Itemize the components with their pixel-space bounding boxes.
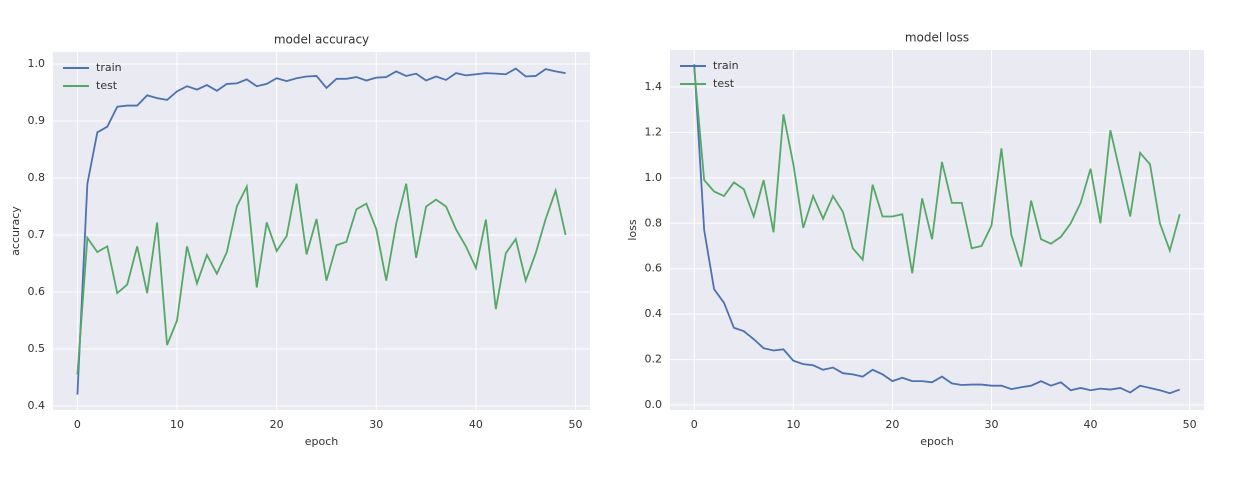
- line: [76, 183, 567, 375]
- x-tick-label: 20: [885, 418, 899, 431]
- x-tick-label: 0: [74, 418, 81, 431]
- y-tick-label: 1.0: [645, 171, 663, 184]
- line: [76, 67, 566, 395]
- plot-area: [53, 52, 590, 410]
- legend-label: train: [713, 59, 739, 72]
- x-axis-label: epoch: [305, 435, 339, 448]
- x-tick-label: 50: [569, 418, 583, 431]
- legend-label: test: [713, 77, 735, 90]
- x-tick-label: 50: [1183, 418, 1197, 431]
- y-axis-label: accuracy: [9, 206, 22, 256]
- legend-label: test: [96, 79, 118, 92]
- x-tick-label: 10: [170, 418, 184, 431]
- y-tick-label: 0.6: [28, 285, 46, 298]
- y-tick-label: 1.2: [645, 125, 663, 138]
- x-tick-label: 10: [786, 418, 800, 431]
- legend-label: train: [96, 61, 122, 74]
- line: [693, 68, 1181, 274]
- chart-title: model loss: [905, 31, 969, 45]
- line: [693, 64, 1181, 395]
- plot-area: [670, 50, 1204, 410]
- y-tick-label: 0.5: [28, 342, 46, 355]
- x-tick-label: 30: [369, 418, 383, 431]
- y-tick-label: 0.4: [645, 307, 663, 320]
- y-tick-label: 0.8: [645, 216, 663, 229]
- y-tick-label: 0.8: [28, 171, 46, 184]
- y-tick-label: 0.7: [28, 228, 46, 241]
- y-tick-label: 0.9: [28, 114, 46, 127]
- y-tick-label: 0.4: [28, 399, 46, 412]
- y-tick-label: 0.6: [645, 262, 663, 275]
- y-tick-label: 1.4: [645, 80, 663, 93]
- x-tick-label: 40: [1084, 418, 1098, 431]
- y-tick-label: 0.2: [645, 353, 663, 366]
- x-tick-label: 20: [270, 418, 284, 431]
- y-tick-label: 0.0: [645, 398, 663, 411]
- x-tick-label: 30: [984, 418, 998, 431]
- x-tick-label: 40: [469, 418, 483, 431]
- x-axis-label: epoch: [920, 435, 954, 448]
- y-tick-label: 1.0: [28, 57, 46, 70]
- x-tick-label: 0: [691, 418, 698, 431]
- chart-title: model accuracy: [274, 33, 369, 47]
- y-axis-label: loss: [626, 219, 639, 241]
